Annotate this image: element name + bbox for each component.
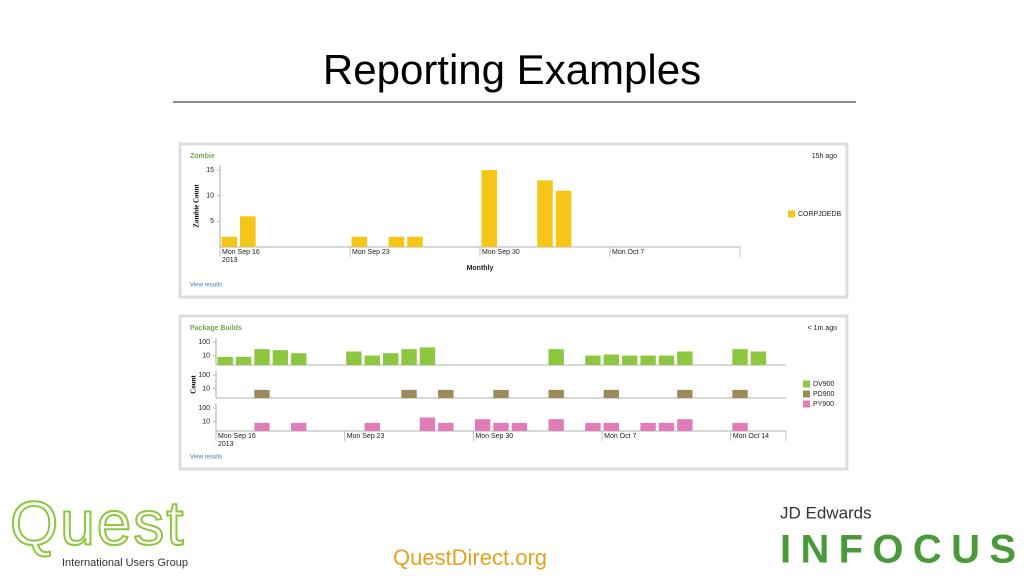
bar	[254, 349, 270, 365]
bar	[401, 349, 417, 365]
view-results[interactable]: View results	[190, 455, 222, 461]
bar	[548, 389, 564, 398]
legend-label: CORPJDEDB	[798, 211, 842, 218]
bar	[658, 355, 675, 365]
y-tick-label: 10	[202, 418, 210, 425]
x-tick-label: Mon Sep 16	[218, 433, 256, 440]
bar	[272, 350, 289, 365]
bar	[493, 422, 509, 431]
bar	[548, 349, 564, 365]
y-tick-label: 5	[210, 218, 214, 225]
legend-label: PY900	[813, 401, 834, 408]
bar	[677, 419, 693, 431]
bar	[622, 355, 638, 365]
bar	[235, 356, 252, 365]
y-tick-label: 10	[206, 193, 214, 200]
bar	[382, 353, 399, 365]
bar	[401, 389, 417, 398]
x-tick-label: Mon Sep 30	[475, 433, 513, 440]
bar	[640, 422, 656, 431]
bar	[585, 355, 601, 365]
bar	[677, 389, 693, 398]
bar	[419, 417, 436, 431]
legend-swatch	[803, 390, 810, 398]
footer-link[interactable]: QuestDirect.org	[393, 545, 547, 570]
bar	[221, 236, 238, 247]
x-year-label: 2013	[222, 257, 238, 264]
bar	[291, 422, 307, 431]
x-tick-label: Mon Sep 30	[482, 249, 520, 256]
bar	[493, 389, 509, 398]
legend-label: DV900	[813, 381, 835, 388]
x-axis-label: Monthly	[467, 265, 494, 272]
slide-title: Reporting Examples	[323, 46, 701, 93]
y-tick-label: 15	[206, 167, 214, 174]
bar	[474, 419, 491, 431]
y-tick-label: 10	[202, 352, 210, 359]
bar	[658, 422, 675, 431]
bar	[419, 347, 436, 365]
bar	[351, 236, 368, 247]
bar	[603, 389, 620, 398]
legend-swatch	[803, 400, 810, 408]
bar	[438, 422, 454, 431]
status: 15h ago	[812, 153, 837, 160]
chart-title: Zombie	[190, 153, 215, 160]
bar	[732, 389, 748, 398]
jde-logo: JD Edwards	[780, 503, 872, 522]
bar	[438, 389, 454, 398]
bar	[388, 236, 405, 247]
bar	[585, 422, 601, 431]
bar	[254, 389, 270, 398]
bar	[640, 355, 656, 365]
status: < 1m ago	[808, 325, 837, 332]
bar	[240, 216, 256, 247]
x-tick-label: Mon Sep 23	[347, 433, 385, 440]
bar	[537, 180, 553, 247]
y-tick-label: 100	[198, 372, 210, 379]
x-tick-label: Mon Oct 7	[612, 249, 644, 256]
legend-swatch	[803, 380, 810, 388]
bar	[364, 422, 380, 431]
y-axis-label: Zombie Count	[193, 184, 201, 228]
x-year-label: 2013	[218, 441, 234, 448]
y-axis-label: Count	[190, 375, 198, 394]
bar	[732, 422, 748, 431]
bar	[603, 422, 620, 431]
x-tick-label: Mon Sep 16	[222, 249, 260, 256]
bar	[254, 422, 270, 431]
infocus-logo: INFOCUS	[780, 528, 1016, 572]
bar	[364, 355, 380, 365]
bar	[481, 170, 498, 247]
bar	[407, 236, 423, 247]
y-tick-label: 100	[198, 339, 210, 346]
bar	[732, 349, 748, 365]
x-tick-label: Mon Oct 7	[604, 433, 636, 440]
bar	[346, 351, 362, 365]
bar	[217, 356, 233, 365]
bar	[603, 354, 620, 365]
bar	[548, 419, 564, 431]
quest-logo: Quest	[10, 489, 185, 558]
x-tick-label: Mon Sep 23	[352, 249, 390, 256]
bar	[511, 422, 528, 431]
chart-panel	[178, 142, 849, 299]
bar	[291, 353, 307, 365]
legend-swatch	[788, 210, 795, 218]
chart-title: Package Builds	[190, 325, 242, 332]
bar	[677, 351, 693, 365]
quest-subtitle: International Users Group	[62, 557, 188, 569]
x-tick-label: Mon Oct 14	[733, 433, 769, 440]
bar	[750, 351, 767, 365]
legend-label: PD900	[813, 391, 835, 398]
view-results[interactable]: View results	[190, 283, 222, 289]
bar	[555, 190, 572, 247]
y-tick-label: 10	[202, 385, 210, 392]
y-tick-label: 100	[198, 405, 210, 412]
